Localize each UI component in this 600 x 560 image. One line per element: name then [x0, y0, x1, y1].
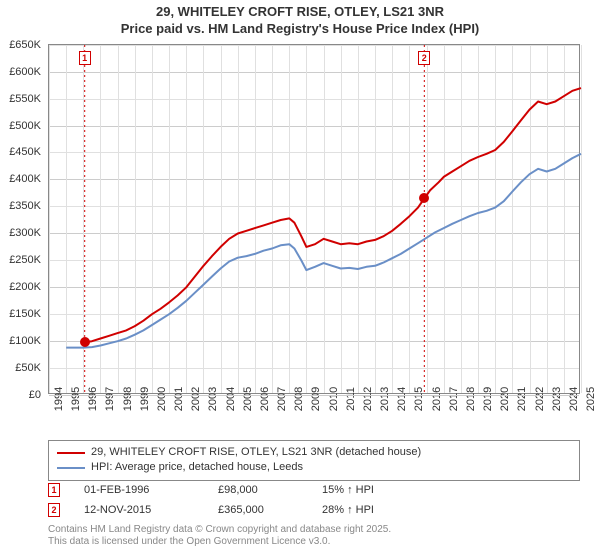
attribution: Contains HM Land Registry data © Crown c…: [48, 524, 580, 548]
y-tick-label: £350K: [9, 200, 41, 212]
grid-line-v: [581, 45, 582, 393]
title-line-2: Price paid vs. HM Land Registry's House …: [0, 21, 600, 38]
legend-label: 29, WHITELEY CROFT RISE, OTLEY, LS21 3NR…: [91, 445, 421, 460]
sale-row-marker: 1: [48, 483, 60, 497]
x-axis: 1994199519961997199819992000200120022003…: [49, 395, 579, 435]
y-tick-label: £450K: [9, 146, 41, 158]
y-tick-label: £0: [29, 389, 41, 401]
legend-swatch: [57, 467, 85, 469]
chart-container: £0£50K£100K£150K£200K£250K£300K£350K£400…: [48, 44, 590, 394]
sale-price: £98,000: [218, 484, 298, 496]
sale-pct: 15% ↑ HPI: [322, 484, 412, 496]
y-tick-label: £150K: [9, 308, 41, 320]
grid-line-h: [49, 395, 579, 396]
plot-area: £0£50K£100K£150K£200K£250K£300K£350K£400…: [48, 44, 580, 394]
sale-price: £365,000: [218, 504, 298, 516]
sale-dot-2: [419, 193, 429, 203]
y-tick-label: £650K: [9, 39, 41, 51]
legend-label: HPI: Average price, detached house, Leed…: [91, 460, 303, 475]
y-tick-label: £550K: [9, 93, 41, 105]
sale-row: 1 01-FEB-1996 £98,000 15% ↑ HPI: [48, 480, 580, 500]
y-tick-label: £400K: [9, 173, 41, 185]
attribution-line-2: This data is licensed under the Open Gov…: [48, 536, 580, 548]
y-tick-label: £600K: [9, 66, 41, 78]
legend: 29, WHITELEY CROFT RISE, OTLEY, LS21 3NR…: [48, 440, 580, 481]
sales-table: 1 01-FEB-1996 £98,000 15% ↑ HPI 2 12-NOV-2015…: [48, 480, 580, 520]
attribution-line-1: Contains HM Land Registry data © Crown c…: [48, 524, 580, 536]
y-tick-label: £500K: [9, 120, 41, 132]
sale-marker-1: 1: [79, 51, 91, 65]
sale-date: 01-FEB-1996: [84, 484, 194, 496]
legend-item: 29, WHITELEY CROFT RISE, OTLEY, LS21 3NR…: [57, 445, 571, 460]
y-tick-label: £250K: [9, 254, 41, 266]
sale-row: 2 12-NOV-2015 £365,000 28% ↑ HPI: [48, 500, 580, 520]
x-tick-label: 2025: [585, 387, 597, 411]
sale-marker-2: 2: [418, 51, 430, 65]
y-axis: £0£50K£100K£150K£200K£250K£300K£350K£400…: [1, 45, 45, 393]
chart-title-block: 29, WHITELEY CROFT RISE, OTLEY, LS21 3NR…: [0, 0, 600, 38]
sale-dot-1: [80, 337, 90, 347]
y-tick-label: £50K: [15, 362, 41, 374]
sale-pct: 28% ↑ HPI: [322, 504, 412, 516]
legend-swatch: [57, 452, 85, 454]
title-line-1: 29, WHITELEY CROFT RISE, OTLEY, LS21 3NR: [0, 4, 600, 21]
sale-date: 12-NOV-2015: [84, 504, 194, 516]
y-tick-label: £200K: [9, 281, 41, 293]
y-tick-label: £300K: [9, 227, 41, 239]
legend-item: HPI: Average price, detached house, Leed…: [57, 460, 571, 475]
series-hpi: [66, 154, 581, 348]
sale-row-marker: 2: [48, 503, 60, 517]
chart-svg: [49, 45, 581, 395]
series-property: [85, 88, 581, 342]
y-tick-label: £100K: [9, 335, 41, 347]
